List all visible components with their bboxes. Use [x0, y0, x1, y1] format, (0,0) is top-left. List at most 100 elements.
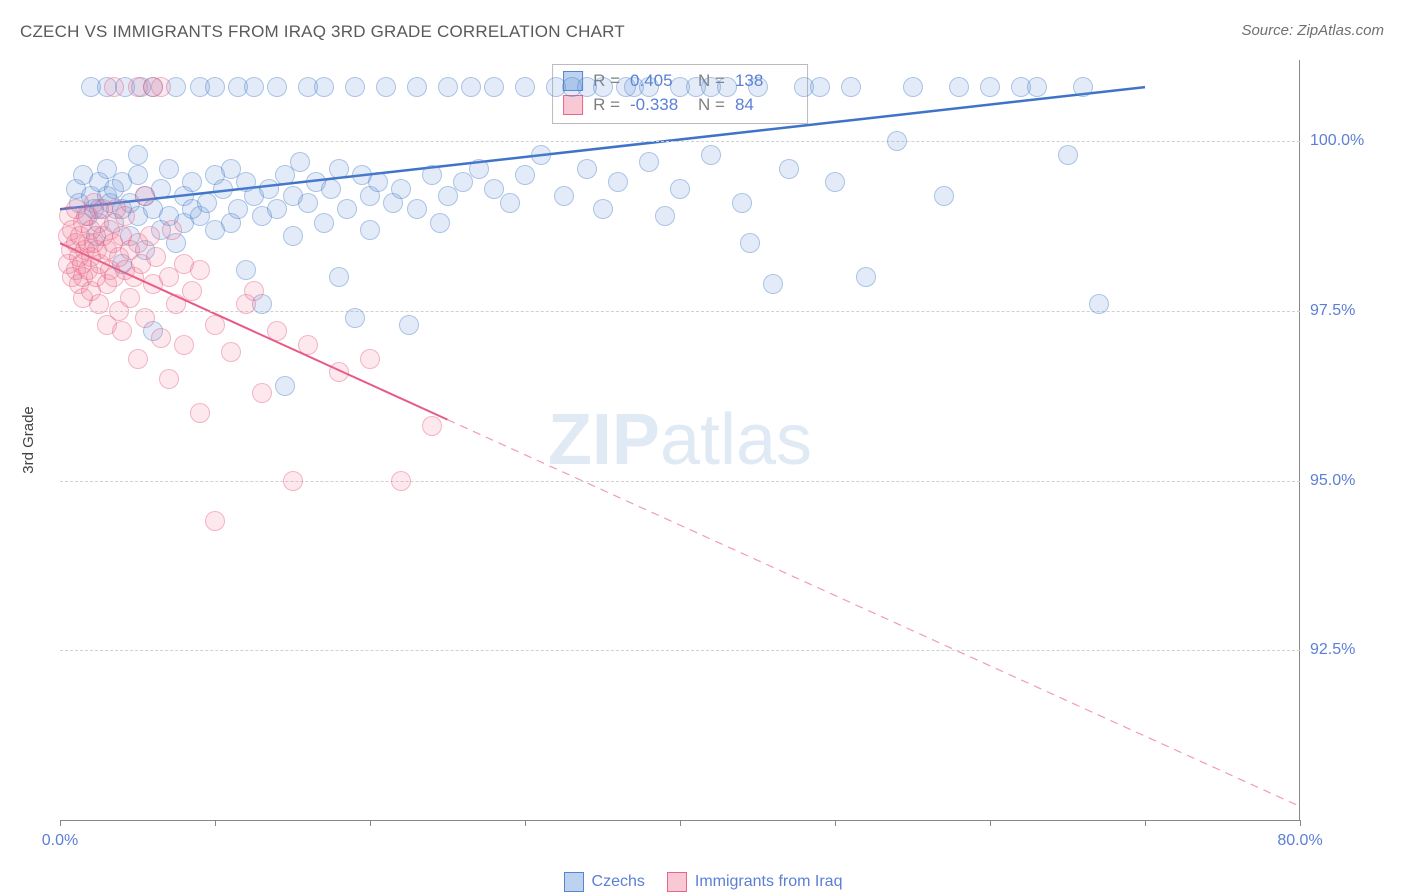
scatter-point [399, 315, 419, 335]
scatter-point [887, 131, 907, 151]
scatter-point [779, 159, 799, 179]
scatter-point [461, 77, 481, 97]
scatter-point [159, 369, 179, 389]
scatter-point [128, 349, 148, 369]
scatter-point [593, 199, 613, 219]
scatter-point [345, 77, 365, 97]
scatter-point [438, 77, 458, 97]
legend-item-1: Czechs [564, 872, 645, 892]
scatter-point [469, 159, 489, 179]
scatter-point [314, 77, 334, 97]
scatter-point [182, 172, 202, 192]
gridline-h [60, 650, 1300, 651]
xtick [835, 820, 836, 826]
scatter-point [140, 226, 160, 246]
scatter-point [135, 308, 155, 328]
scatter-point [593, 77, 613, 97]
scatter-point [903, 77, 923, 97]
scatter-point [531, 145, 551, 165]
scatter-point [329, 159, 349, 179]
scatter-point [275, 376, 295, 396]
scatter-point [244, 281, 264, 301]
scatter-point [670, 179, 690, 199]
scatter-point [115, 206, 135, 226]
scatter-point [407, 199, 427, 219]
scatter-point [1058, 145, 1078, 165]
scatter-point [856, 267, 876, 287]
n-value-2: 84 [735, 93, 793, 117]
scatter-point [1073, 77, 1093, 97]
scatter-point [484, 77, 504, 97]
scatter-point [298, 335, 318, 355]
scatter-point [190, 260, 210, 280]
scatter-point [159, 159, 179, 179]
scatter-point [608, 172, 628, 192]
ytick-label: 100.0% [1310, 132, 1390, 150]
scatter-point [639, 152, 659, 172]
legend-label-2: Immigrants from Iraq [695, 873, 843, 891]
xtick-label: 80.0% [1277, 832, 1322, 850]
scatter-point [205, 77, 225, 97]
xtick [1300, 820, 1301, 826]
scatter-point [314, 213, 334, 233]
scatter-point [717, 77, 737, 97]
scatter-point [422, 416, 442, 436]
plot-right-border [1299, 60, 1300, 820]
scatter-point [267, 77, 287, 97]
r-label-2: R = [593, 93, 620, 117]
scatter-point [810, 77, 830, 97]
scatter-point [146, 247, 166, 267]
chart-title: CZECH VS IMMIGRANTS FROM IRAQ 3RD GRADE … [20, 22, 625, 42]
scatter-point [162, 220, 182, 240]
scatter-point [267, 321, 287, 341]
xtick [215, 820, 216, 826]
xtick [1145, 820, 1146, 826]
scatter-point [934, 186, 954, 206]
xtick-label: 0.0% [42, 832, 78, 850]
scatter-point [360, 220, 380, 240]
scatter-point [701, 145, 721, 165]
scatter-point [407, 77, 427, 97]
scatter-point [252, 383, 272, 403]
scatter-point [104, 77, 124, 97]
scatter-point [980, 77, 1000, 97]
xtick [680, 820, 681, 826]
scatter-point [740, 233, 760, 253]
scatter-point [376, 77, 396, 97]
scatter-point [515, 77, 535, 97]
scatter-point [360, 349, 380, 369]
ytick-label: 95.0% [1310, 472, 1390, 490]
scatter-point [283, 471, 303, 491]
scatter-point [174, 335, 194, 355]
scatter-point [89, 294, 109, 314]
scatter-point [655, 206, 675, 226]
scatter-point [205, 511, 225, 531]
scatter-point [732, 193, 752, 213]
plot-area: ZIPatlas R = 0.405 N = 138 R = -0.338 N … [60, 60, 1300, 821]
bottom-legend: Czechs Immigrants from Iraq [0, 872, 1406, 892]
ytick-label: 92.5% [1310, 641, 1390, 659]
watermark-zip: ZIP [548, 400, 660, 480]
ytick-label: 97.5% [1310, 302, 1390, 320]
scatter-point [221, 342, 241, 362]
scatter-point [430, 213, 450, 233]
scatter-point [151, 77, 171, 97]
legend-item-2: Immigrants from Iraq [667, 872, 843, 892]
legend-swatch-pink-icon [667, 872, 687, 892]
scatter-point [554, 186, 574, 206]
scatter-point [337, 199, 357, 219]
xtick [370, 820, 371, 826]
scatter-point [1089, 294, 1109, 314]
legend-swatch-blue-icon [564, 872, 584, 892]
legend-label-1: Czechs [592, 873, 645, 891]
swatch-pink-icon [563, 95, 583, 115]
scatter-point [515, 165, 535, 185]
scatter-point [190, 403, 210, 423]
scatter-point [112, 321, 132, 341]
scatter-point [329, 267, 349, 287]
xtick [990, 820, 991, 826]
scatter-point [128, 165, 148, 185]
scatter-point [577, 159, 597, 179]
trendline-dashed [448, 420, 1301, 807]
scatter-point [345, 308, 365, 328]
